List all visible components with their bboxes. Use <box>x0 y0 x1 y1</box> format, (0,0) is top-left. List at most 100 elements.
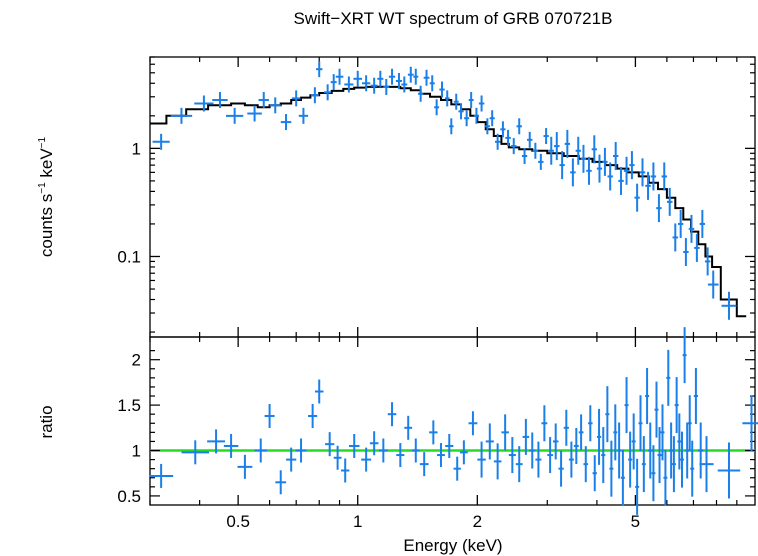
spectrum-data-point <box>683 238 689 267</box>
ratio-data-point <box>445 433 454 458</box>
spectrum-data-point <box>612 141 619 170</box>
ratio-data-point <box>529 432 536 469</box>
ratio-data-point <box>295 438 307 463</box>
bottom-panel-y-axis-label: ratio <box>37 405 56 438</box>
ratio-data-point <box>349 433 360 458</box>
ratio-data-point <box>596 408 602 465</box>
spectrum-data-point <box>489 110 495 127</box>
ratio-data-point <box>671 436 676 493</box>
ratio-data-point <box>690 440 695 497</box>
spectrum-data-point <box>258 92 269 109</box>
ratio-data-point <box>624 377 629 434</box>
x-tick-label: 0.5 <box>226 512 250 531</box>
x-tick-label: 2 <box>473 512 482 531</box>
bottom-panel-ticks <box>149 337 755 505</box>
ratio-data-point <box>453 456 461 481</box>
ratio-data-point <box>631 413 636 470</box>
ratio-data-point <box>477 441 486 478</box>
ratio-data-point <box>578 414 584 451</box>
ratio-data-point <box>641 436 646 493</box>
spectrum-data-point <box>388 68 396 85</box>
spectrum-data-point <box>449 118 454 135</box>
spectrum-data-point <box>310 87 319 104</box>
spectrum-data-point <box>212 92 228 109</box>
spectrum-data-point <box>559 151 565 180</box>
ratio-data-point <box>149 463 174 488</box>
spectrum-data-point <box>247 105 262 122</box>
spectrum-data-point <box>564 129 571 158</box>
spectrum-data-point <box>532 142 539 159</box>
ratio-data-point <box>588 405 593 442</box>
ratio-data-point <box>685 422 690 479</box>
ratio-data-point <box>419 452 429 477</box>
ratio-data-point <box>493 443 502 480</box>
ratio-data-point <box>436 443 445 468</box>
top-panel-y-tick-labels: 0.11 <box>117 139 141 266</box>
spectrum-data-point <box>521 147 528 164</box>
ratio-data-point <box>404 415 413 440</box>
ratio-data-point <box>660 404 665 461</box>
ratio-data-point <box>592 455 597 492</box>
ratio-data-point <box>547 437 553 474</box>
ratio-data-point <box>361 447 372 472</box>
ratio-data-point <box>341 458 350 483</box>
ratio-data-point <box>609 440 614 497</box>
ratio-data-point <box>583 446 589 483</box>
spectrum-data-point <box>591 135 597 164</box>
ratio-data-point <box>666 349 671 406</box>
spectrum-data-point <box>383 78 390 95</box>
spectrum-data-point <box>401 76 408 93</box>
ratio-data-point <box>699 436 714 493</box>
spectrum-data-point <box>280 114 292 131</box>
spectrum-data-point <box>269 97 281 114</box>
x-tick-labels: 0.5 1 2 5 <box>226 512 640 531</box>
spectrum-data-point <box>291 90 301 107</box>
ratio-data-point <box>468 411 478 436</box>
y-tick-label: 1 <box>132 442 141 461</box>
ratio-data-point <box>717 442 741 499</box>
ratio-data-point <box>651 445 656 502</box>
spectrum-data-point <box>170 107 193 124</box>
ratio-data-point <box>645 368 650 425</box>
ratio-data-point <box>378 438 388 463</box>
ratio-data-point <box>369 431 379 456</box>
x-tick-label: 5 <box>631 512 640 531</box>
spectrum-data-point <box>678 209 684 238</box>
ratio-data-point <box>638 395 643 452</box>
spectrum-data-point <box>548 136 554 165</box>
ratio-data-point <box>387 402 397 427</box>
spectrum-data-point <box>494 133 501 150</box>
spectrum-data-point <box>473 107 480 124</box>
ratio-data-point <box>620 449 625 506</box>
ratio-data-point <box>742 395 758 452</box>
spectrum-data-point <box>661 162 667 191</box>
spectrum-data-point <box>602 147 608 176</box>
ratio-data-point <box>693 368 699 425</box>
ratio-data-point <box>286 447 297 472</box>
ratio-data-point <box>679 431 684 488</box>
ratio-data-point <box>515 446 523 483</box>
ratio-data-point <box>573 427 579 464</box>
spectrum-data-point <box>623 156 630 185</box>
spectrum-data-point <box>298 107 309 124</box>
spectrum-data-point <box>330 74 337 91</box>
bottom-panel: 0.5 1 1.5 2 0.5 1 2 5 ratio Energy (keV) <box>37 327 758 555</box>
spectrum-data-point <box>629 151 635 180</box>
spectrum-data-point <box>639 158 646 187</box>
spectrum-data-point <box>666 187 673 216</box>
y-tick-label: 2 <box>132 351 141 370</box>
spectrum-data-point <box>707 270 719 299</box>
spectrum-data-point <box>370 77 378 94</box>
ratio-data-point <box>601 427 606 484</box>
spectrum-data-point <box>194 95 214 112</box>
ratio-data-point <box>308 404 318 429</box>
spectrum-data-point <box>500 121 506 138</box>
ratio-data-point <box>687 395 692 452</box>
ratio-data-point <box>698 422 704 479</box>
spectrum-data-point <box>413 68 419 85</box>
spectrum-data-point <box>505 129 511 146</box>
ratio-data-point <box>535 441 542 478</box>
ratio-data-point <box>508 437 516 474</box>
spectrum-data-point <box>645 171 651 200</box>
